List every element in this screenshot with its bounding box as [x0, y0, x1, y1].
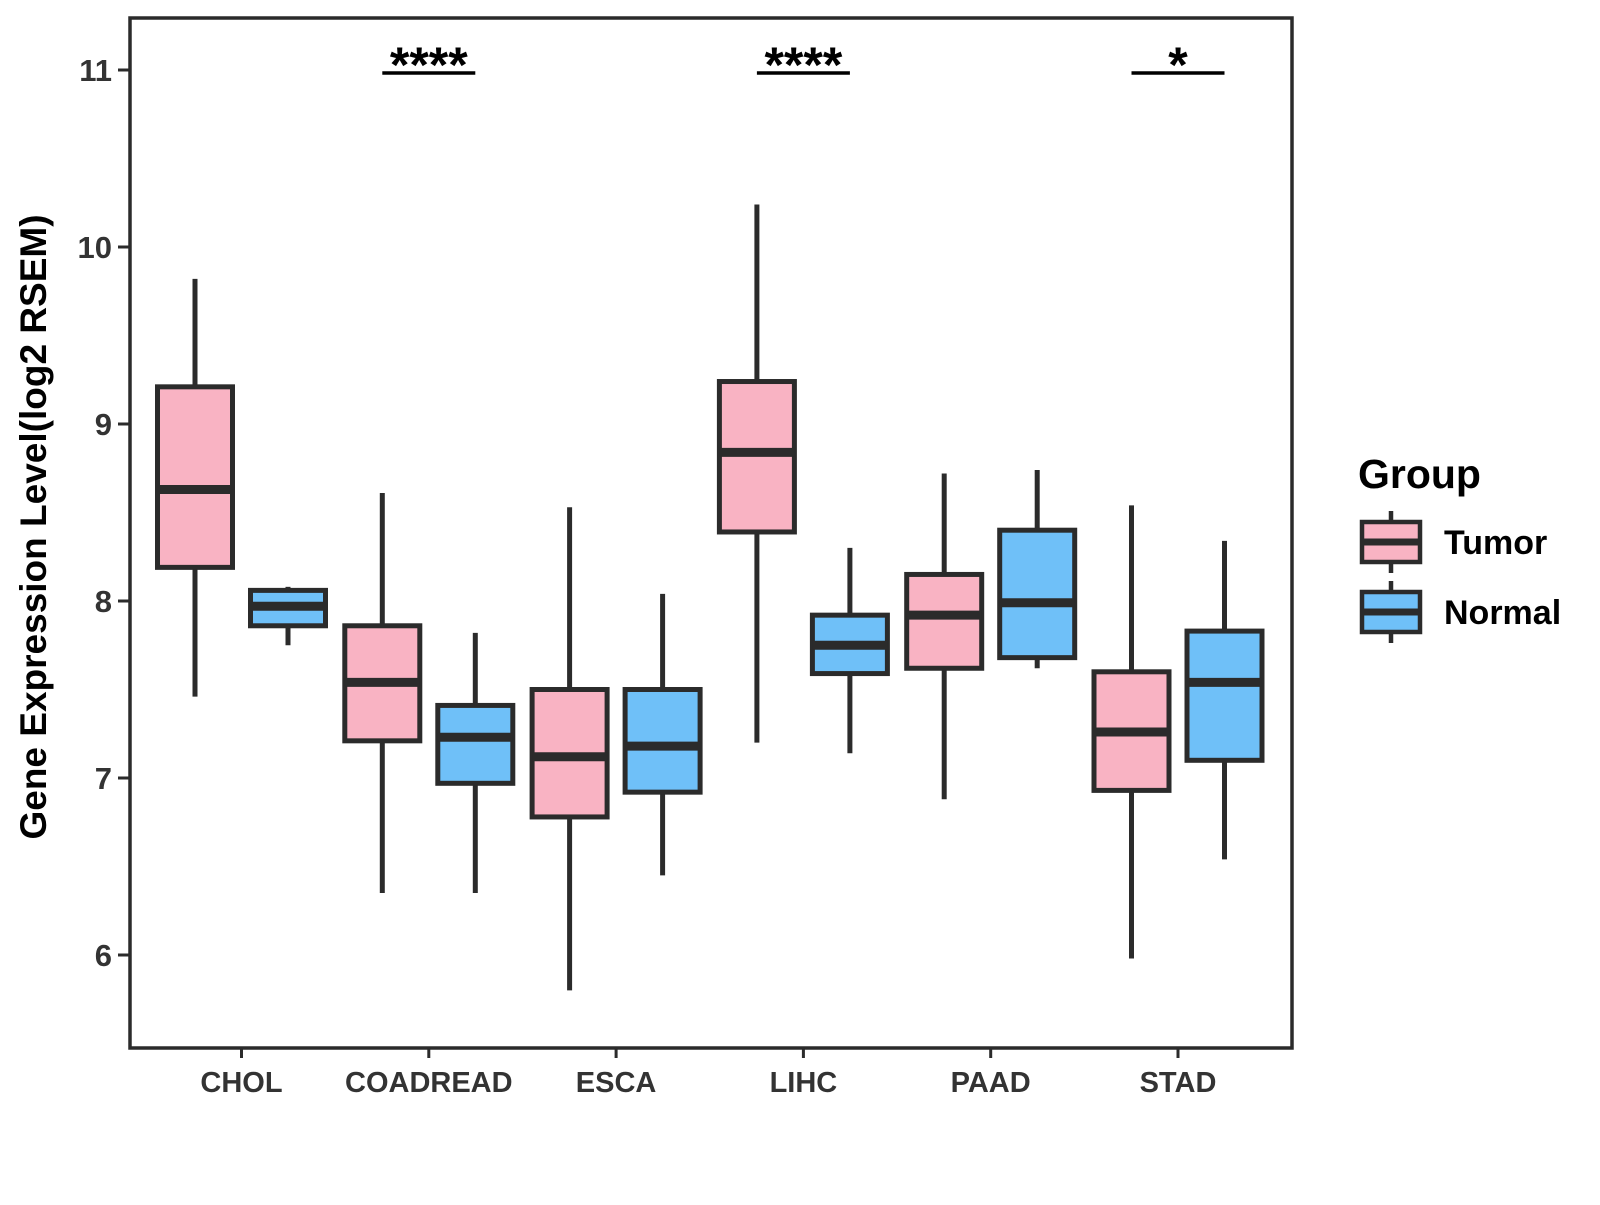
legend-item-Tumor: Tumor	[1359, 511, 1547, 573]
y-axis-title: Gene Expression Level(log2 RSEM)	[13, 214, 54, 839]
iqr-box	[622, 687, 703, 795]
box-PAAD-Normal	[997, 470, 1078, 669]
y-axis-ticks: 6 7 8 9 10 11	[78, 53, 131, 973]
box-ESCA-Normal	[622, 593, 703, 876]
legend-item-Normal: Normal	[1359, 581, 1561, 643]
box-LIHC-Normal	[809, 547, 890, 754]
x-category-label-ESCA: ESCA	[576, 1067, 657, 1099]
x-category-label-STAD: STAD	[1140, 1067, 1217, 1099]
legend: Group Tumor Normal	[1358, 451, 1561, 643]
y-tick-label-10: 10	[78, 230, 112, 265]
box-LIHC-Tumor	[716, 204, 797, 743]
legend-title: Group	[1358, 451, 1481, 497]
legend-keys: Tumor Normal	[1359, 511, 1561, 643]
x-category-label-LIHC: LIHC	[770, 1067, 838, 1099]
box-CHOL-Tumor	[155, 278, 235, 697]
legend-item-label: Normal	[1444, 594, 1561, 632]
y-tick-label-7: 7	[95, 761, 112, 796]
x-axis-ticks: CHOL COADREAD ESCA LIHC PAAD STAD	[200, 1048, 1216, 1099]
box-COADREAD-Normal	[435, 632, 516, 894]
y-tick-label-6: 6	[95, 938, 112, 973]
y-tick-label-11: 11	[79, 53, 112, 88]
boxplot-boxes	[155, 204, 1265, 991]
plot-panel-border	[128, 16, 1294, 1050]
x-category-label-COADREAD: COADREAD	[345, 1067, 513, 1099]
significance-stars-LIHC: ****	[764, 37, 842, 93]
box-COADREAD-Tumor	[342, 493, 423, 894]
box-STAD-Normal	[1184, 540, 1265, 860]
iqr-box	[1184, 628, 1265, 763]
x-category-label-CHOL: CHOL	[200, 1067, 282, 1099]
significance-stars-STAD: *	[1168, 37, 1188, 93]
box-PAAD-Tumor	[904, 473, 985, 800]
y-tick-label-9: 9	[95, 407, 112, 442]
iqr-box	[904, 571, 985, 671]
box-ESCA-Tumor	[529, 507, 610, 991]
box-CHOL-Normal	[248, 586, 328, 646]
iqr-box	[155, 384, 235, 570]
iqr-box	[435, 702, 516, 786]
legend-item-label: Tumor	[1444, 524, 1547, 562]
x-category-label-PAAD: PAAD	[951, 1067, 1031, 1099]
box-STAD-Tumor	[1091, 505, 1172, 959]
y-tick-label-8: 8	[95, 584, 112, 619]
iqr-box	[997, 527, 1078, 661]
significance-annotations: **** **** *	[382, 37, 1225, 93]
significance-stars-COADREAD: ****	[390, 37, 468, 93]
